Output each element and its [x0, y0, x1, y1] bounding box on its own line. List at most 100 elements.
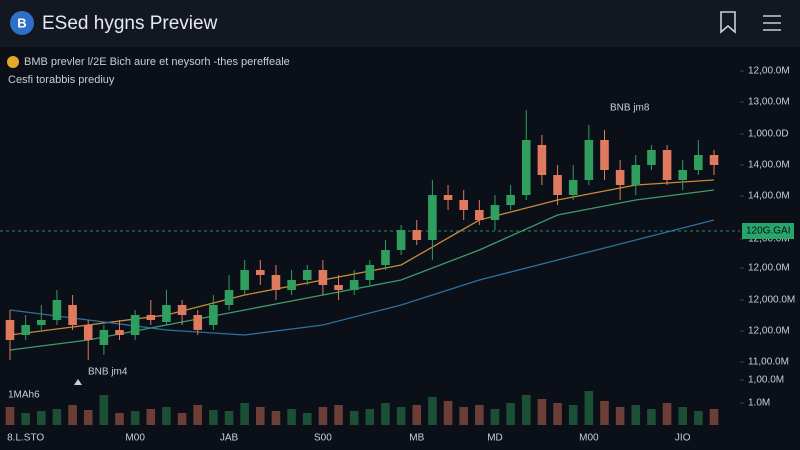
y-tick-label: 14,00.0M [748, 191, 790, 202]
volume-bar [678, 407, 688, 425]
candle-body [694, 155, 703, 170]
y-tick-label: 12,00.0M [748, 326, 790, 337]
volume-bar [349, 411, 359, 425]
y-tick-label: 1,000.0D [748, 129, 789, 140]
volume-bar [537, 399, 547, 425]
y-tick-label: 1,00.0M [748, 375, 784, 386]
candle-body [256, 270, 265, 275]
candle-body [537, 145, 547, 175]
volume-bar [600, 401, 609, 425]
volume-bar [302, 413, 312, 425]
volume-tick-label: 1.0M [748, 398, 770, 409]
candle-body [506, 195, 515, 205]
volume-bar [21, 413, 30, 425]
candle-body [678, 170, 688, 180]
volume-bar [334, 405, 343, 425]
y-tick-label: 12,00.0M [748, 66, 790, 77]
candle-body [412, 230, 422, 240]
volume-bar [224, 411, 234, 425]
volume-bar [396, 407, 406, 425]
candle-body [568, 180, 578, 195]
volume-bar [177, 413, 187, 425]
candle-body [5, 320, 15, 340]
candle-body [443, 195, 453, 200]
x-tick-label: JAB [220, 433, 239, 444]
volume-bar [146, 409, 156, 425]
candle-body [68, 305, 77, 325]
moving-average [9, 219, 715, 336]
candle-body [287, 280, 296, 290]
moving-average [9, 189, 715, 351]
y-tick-label: 12,00.0M [748, 234, 790, 245]
x-tick-label: MD [487, 433, 503, 444]
candle-body [584, 140, 594, 180]
volume-bar [68, 405, 77, 425]
candle-body [130, 315, 140, 335]
volume-bar [5, 407, 15, 425]
candle-body [365, 265, 375, 280]
volume-bar [553, 403, 562, 425]
y-tick-label: 12,00.0M [748, 263, 790, 274]
volume-bar [240, 403, 249, 425]
candle-body [349, 280, 359, 290]
candle-body [662, 150, 672, 180]
candle-body [177, 305, 187, 315]
volume-bar [52, 409, 62, 425]
candle-body [209, 305, 218, 325]
volume-bar [584, 391, 594, 425]
candle-body [709, 155, 719, 165]
volume-bar [365, 409, 375, 425]
volume-bar [615, 407, 625, 425]
candle-body [52, 300, 62, 320]
candle-body [193, 315, 203, 330]
volume-bar [256, 407, 265, 425]
info-dot [7, 56, 19, 68]
volume-bar [412, 405, 422, 425]
settings-icon[interactable] [763, 15, 781, 31]
volume-bar [381, 403, 390, 425]
volume-bar [428, 397, 437, 425]
x-tick-label: S00 [314, 433, 332, 444]
volume-bar [506, 403, 515, 425]
y-tick-label: 13,00.0M [748, 97, 790, 108]
candle-body [647, 150, 656, 165]
candle-body [334, 285, 343, 290]
candle-body [459, 200, 468, 210]
candle-body [162, 305, 171, 322]
candle-body [490, 205, 500, 220]
bookmark-icon[interactable] [720, 11, 736, 34]
candle-body [271, 275, 281, 290]
info-line: Cesfi torabbis prediuy [8, 74, 115, 86]
volume-bar [271, 411, 281, 425]
candle-body [396, 230, 406, 250]
candle-body [83, 325, 93, 340]
volume-bar [694, 411, 703, 425]
marker [74, 379, 82, 385]
candle-body [224, 290, 234, 305]
volume-bar [209, 410, 218, 425]
volume-bar [443, 401, 453, 425]
volume-bar [115, 413, 124, 425]
candle-body [631, 165, 641, 185]
price-tag-label: 120G.GAI [746, 226, 790, 237]
annotation: BNB jm8 [610, 103, 650, 114]
volume-bar [130, 411, 140, 425]
x-tick-label: MB [409, 433, 424, 444]
volume-bar [287, 409, 296, 425]
candle-body [302, 270, 312, 280]
volume-bar [662, 403, 672, 425]
volume-bar [193, 405, 203, 425]
candle-body [553, 175, 562, 195]
volume-bar [36, 411, 46, 425]
y-tick-label: 11,00.0M [748, 357, 789, 368]
candle-body [21, 325, 30, 335]
candle-body [615, 170, 625, 185]
volume-label: 1MAh6 [8, 390, 40, 401]
candle-body [600, 140, 609, 170]
volume-bar [568, 405, 578, 425]
x-tick-label: JIO [675, 433, 691, 444]
volume-bar [83, 410, 93, 425]
price-tag [742, 223, 794, 239]
